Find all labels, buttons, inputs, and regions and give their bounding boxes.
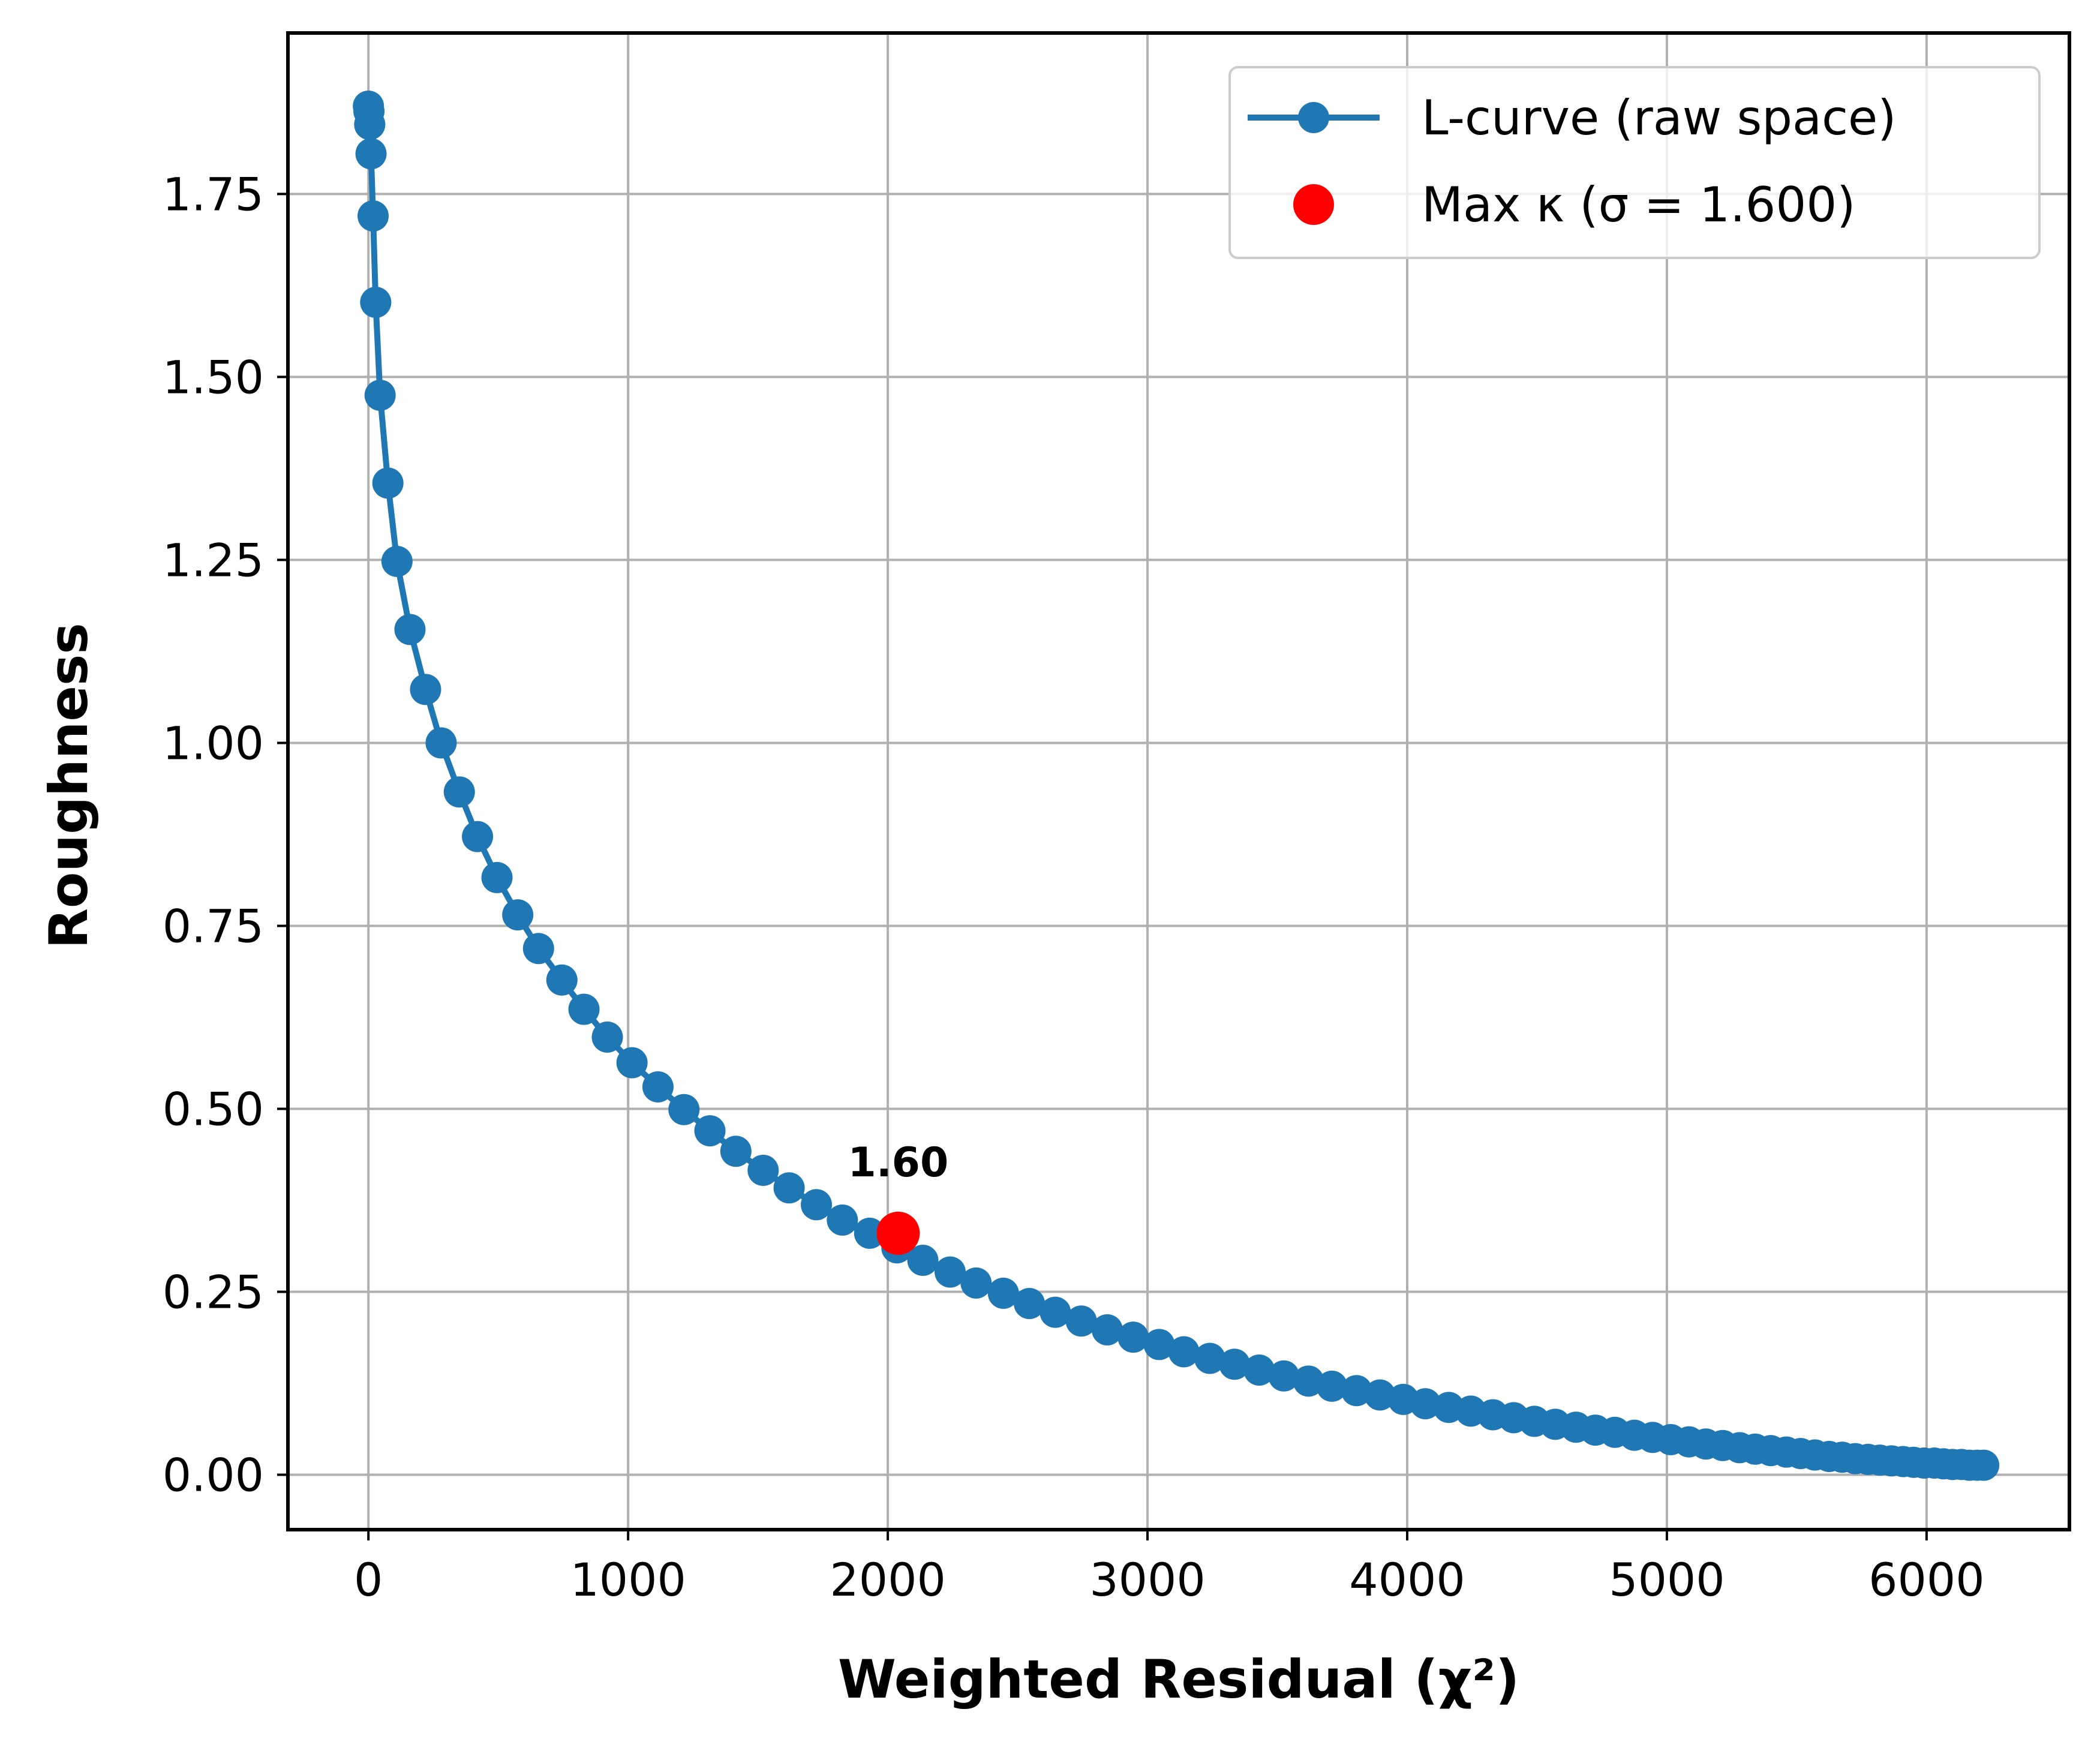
l-curve-point	[591, 1021, 623, 1053]
l-curve-point	[720, 1136, 752, 1167]
x-tick-label: 0	[354, 1553, 383, 1606]
l-curve-point	[616, 1047, 648, 1079]
l-curve-point	[747, 1154, 779, 1186]
l-curve-point	[372, 467, 404, 499]
plot-area-background	[288, 33, 2069, 1530]
l-curve-point	[1143, 1329, 1175, 1360]
y-tick-label: 0.50	[163, 1082, 264, 1136]
tick-layer: 0 1000 2000 3000 4000 5000 6000 0.00 0.25 0.50 0.7…	[163, 167, 1985, 1606]
l-curve-point	[1316, 1370, 1348, 1402]
l-curve-point	[354, 109, 386, 140]
legend-label-max-kappa: Max κ (σ = 1.600)	[1422, 177, 1855, 233]
l-curve-point	[854, 1217, 885, 1249]
max-curvature-point	[876, 1211, 920, 1255]
l-curve-point	[522, 933, 554, 965]
y-tick-label: 1.25	[163, 533, 264, 587]
l-curve-point	[568, 993, 600, 1025]
l-curve-point	[1168, 1336, 1200, 1368]
y-tick-label: 1.50	[163, 350, 264, 404]
x-tick-label: 5000	[1609, 1553, 1725, 1606]
x-tick-label: 2000	[830, 1553, 945, 1606]
legend-label-l-curve: L-curve (raw space)	[1422, 90, 1896, 146]
l-curve-point	[1968, 1449, 2000, 1481]
y-tick-label: 1.00	[163, 716, 264, 770]
x-tick-label: 4000	[1349, 1553, 1465, 1606]
l-curve-point	[546, 964, 578, 996]
annotation-label: 1.60	[848, 1139, 949, 1187]
l-curve-point	[1410, 1388, 1441, 1420]
l-curve-point	[668, 1094, 700, 1125]
l-curve-point	[1293, 1365, 1324, 1397]
l-curve-point	[502, 899, 534, 931]
annotation-layer: 1.60	[848, 1139, 949, 1187]
y-tick-label: 0.00	[163, 1448, 264, 1501]
l-curve-point	[1065, 1305, 1097, 1337]
l-curve-point	[1194, 1342, 1225, 1374]
x-tick-label: 6000	[1868, 1553, 1984, 1606]
l-curve-point	[1268, 1360, 1300, 1392]
l-curve-point	[394, 614, 426, 645]
l-curve-point	[357, 200, 389, 232]
x-axis-title: Weighted Residual (χ²)	[838, 1648, 1519, 1710]
l-curve-point	[1341, 1375, 1372, 1407]
l-curve-point	[410, 674, 441, 705]
l-curve-point	[364, 379, 396, 411]
l-curve-point	[935, 1256, 966, 1288]
l-curve-point	[960, 1267, 992, 1299]
x-tick-label: 3000	[1089, 1553, 1205, 1606]
l-curve-point	[481, 861, 513, 893]
l-curve-point	[1014, 1288, 1046, 1320]
l-curve-point	[987, 1277, 1019, 1309]
l-curve-point	[642, 1071, 674, 1103]
l-curve-point	[462, 821, 494, 852]
l-curve-point	[1219, 1348, 1251, 1380]
x-tick-label: 1000	[570, 1553, 686, 1606]
y-tick-label: 0.75	[163, 899, 264, 953]
l-curve-point	[1117, 1321, 1149, 1353]
grid-layer	[288, 33, 2069, 1530]
l-curve-point	[1243, 1354, 1275, 1386]
l-curve-point	[1040, 1296, 1071, 1328]
y-tick-label: 1.75	[163, 167, 264, 221]
l-curve-point	[773, 1172, 805, 1204]
l-curve-point	[360, 286, 392, 318]
l-curve-point	[355, 138, 387, 170]
series-layer	[353, 91, 2000, 1481]
legend-line-marker	[1298, 102, 1329, 133]
y-tick-label: 0.25	[163, 1265, 264, 1318]
legend-frame	[1228, 66, 2041, 259]
l-curve-point	[443, 776, 475, 808]
l-curve-point	[907, 1245, 939, 1277]
l-curve-point	[694, 1115, 726, 1147]
l-curve-point	[381, 545, 413, 577]
l-curve-point	[801, 1189, 833, 1221]
plot-frame	[286, 31, 2071, 1531]
legend-max-marker	[1293, 184, 1334, 225]
l-curve-point	[1364, 1379, 1396, 1411]
y-axis-title: Roughness	[38, 623, 100, 949]
legend: L-curve (raw space) Max κ (σ = 1.600)	[1228, 66, 2041, 259]
l-curve-point	[1091, 1314, 1123, 1345]
l-curve-point	[827, 1204, 858, 1236]
l-curve-point	[425, 727, 457, 759]
